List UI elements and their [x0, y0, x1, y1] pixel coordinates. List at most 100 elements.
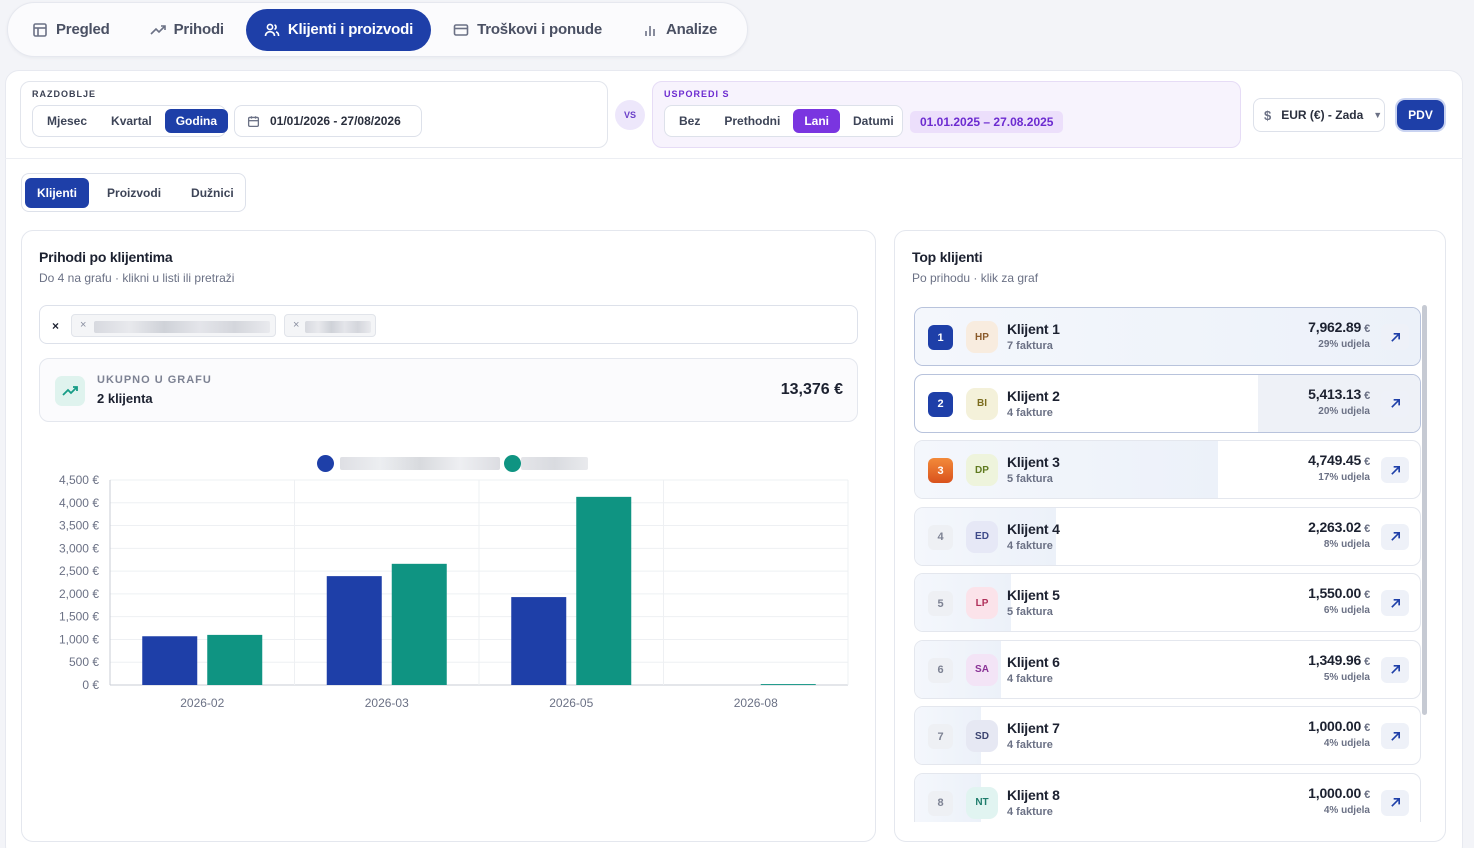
divider — [5, 158, 1463, 159]
chart-total-summary: UKUPNO U GRAFU 2 klijenta 13,376 € — [39, 358, 858, 422]
tab-klijenti-i-proizvodi[interactable]: Klijenti i proizvodi — [245, 8, 432, 51]
share-text: 6% udjela — [1323, 605, 1370, 616]
client-chip[interactable]: × — [284, 314, 376, 337]
amount-value: 2,263.02 — [1308, 518, 1362, 535]
currency-symbol: € — [1364, 788, 1370, 801]
subtab-proizvodi[interactable]: Proizvodi — [107, 185, 162, 200]
tab-label: Klijenti i proizvodi — [287, 21, 414, 38]
bar — [207, 634, 263, 685]
amount-value: 1,000.00 — [1308, 784, 1362, 801]
period-mjesec[interactable]: Mjesec — [47, 114, 88, 128]
open-chart-button[interactable] — [1381, 324, 1409, 350]
open-chart-button[interactable] — [1381, 457, 1409, 483]
period-godina[interactable]: Godina — [164, 109, 229, 133]
currency-symbol: € — [1364, 589, 1370, 601]
y-tick-label: 2,500 € — [59, 564, 99, 578]
compare-prethodni[interactable]: Prethodni — [724, 114, 781, 128]
list-scrollbar[interactable] — [1422, 305, 1427, 715]
rank-badge: 7 — [928, 724, 953, 749]
open-chart-button[interactable] — [1381, 590, 1409, 616]
share-text: 4% udjela — [1323, 738, 1370, 749]
pdv-toggle[interactable]: PDV — [1397, 100, 1444, 130]
currency-select[interactable]: $ EUR (€) - Zada ▼ — [1253, 98, 1385, 132]
remove-chip-icon[interactable]: × — [293, 319, 300, 331]
period-kvartal[interactable]: Kvartal — [111, 114, 152, 128]
tab-troskovi-i-ponude[interactable]: Troškovi i ponude — [435, 9, 620, 51]
avatar: NT — [966, 786, 998, 819]
share-text: 4% udjela — [1323, 804, 1370, 816]
tab-analize[interactable]: Analize — [624, 9, 735, 51]
layout-icon — [33, 22, 47, 37]
tab-pregled[interactable]: Pregled — [14, 9, 128, 51]
subtab-duznici[interactable]: Dužnici — [191, 185, 234, 200]
y-tick-label: 500 € — [69, 655, 99, 669]
currency-value: EUR (€) - Zada — [1281, 108, 1364, 122]
share-text: 20% udjela — [1318, 405, 1370, 417]
rank-badge: 6 — [928, 657, 953, 683]
arrow-up-right-icon — [1390, 798, 1400, 807]
legend-dot-series-2[interactable] — [504, 455, 521, 472]
client-chip[interactable]: × — [71, 314, 276, 337]
client-name: Klijent 4 — [1007, 520, 1060, 537]
invoice-count: 4 fakture — [1007, 539, 1053, 552]
amount-value: 5,413.13 — [1308, 385, 1362, 402]
redacted-client-name — [94, 321, 270, 333]
calendar-icon — [247, 115, 260, 127]
open-chart-button[interactable] — [1381, 523, 1409, 550]
amount-value: 7,962.89 — [1308, 319, 1362, 335]
compare-lani[interactable]: Lani — [793, 109, 841, 133]
panel-title: Top klijenti — [912, 249, 983, 265]
compare-datumi[interactable]: Datumi — [853, 114, 894, 128]
currency-symbol: € — [1364, 522, 1370, 535]
compare-bez[interactable]: Bez — [679, 114, 701, 128]
card-icon — [453, 23, 469, 36]
avatar: ED — [966, 520, 998, 553]
tab-label: Prihodi — [173, 21, 224, 38]
date-range-picker[interactable]: 01/01/2026 - 27/08/2026 — [234, 105, 422, 137]
client-amount: 4,749.45 € — [1308, 452, 1370, 468]
amount-value: 1,349.96 — [1308, 651, 1362, 668]
subtab-klijenti[interactable]: Klijenti — [25, 177, 90, 208]
period-label: RAZDOBLJE — [32, 89, 97, 99]
total-count: 2 klijenta — [97, 391, 153, 406]
bar — [760, 684, 816, 685]
tab-label: Troškovi i ponude — [477, 21, 603, 38]
invoice-count: 5 faktura — [1007, 473, 1053, 485]
invoice-count: 4 fakture — [1007, 805, 1053, 818]
remove-chip-icon[interactable]: × — [80, 319, 87, 331]
open-chart-button[interactable] — [1381, 723, 1409, 749]
chevron-down-icon: ▼ — [1373, 110, 1383, 120]
client-name: Klijent 5 — [1007, 587, 1060, 603]
share-text: 5% udjela — [1323, 671, 1370, 683]
client-name: Klijent 7 — [1007, 720, 1060, 736]
trend-up-icon — [150, 24, 166, 35]
bar — [511, 597, 567, 685]
open-chart-button[interactable] — [1381, 390, 1409, 417]
revenue-bar-chart: 0 € 500 € 1,000 € 1,500 € 2,000 € 2,500 € 3,00… — [59, 473, 849, 710]
redacted-series-name — [521, 457, 588, 470]
currency-symbol: € — [1364, 389, 1370, 402]
trend-up-icon — [55, 376, 85, 406]
arrow-up-right-icon — [1390, 399, 1400, 408]
tab-prihodi[interactable]: Prihodi — [132, 9, 242, 51]
clear-all-icon[interactable]: × — [52, 319, 60, 333]
open-chart-button[interactable] — [1381, 656, 1409, 683]
rank-badge: 1 — [928, 325, 953, 350]
y-tick-label: 3,000 € — [59, 541, 99, 555]
avatar: LP — [966, 587, 998, 619]
share-bar — [915, 441, 1218, 498]
legend-dot-series-1[interactable] — [317, 455, 334, 472]
tab-label: Analize — [666, 21, 718, 38]
open-chart-button[interactable] — [1381, 789, 1409, 816]
client-name: Klijent 8 — [1007, 786, 1060, 803]
invoice-count: 7 faktura — [1007, 340, 1053, 352]
client-search-input[interactable]: × × × — [39, 305, 858, 344]
